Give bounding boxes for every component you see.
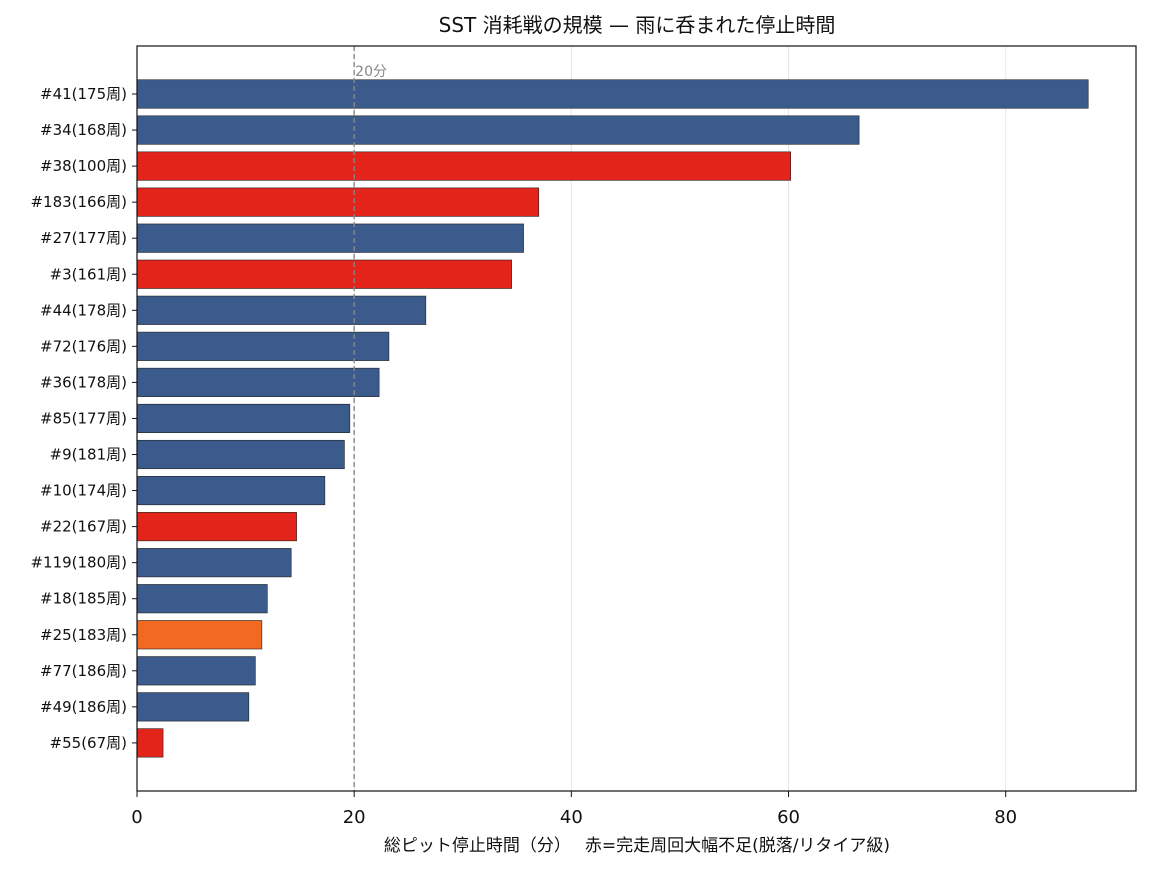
x-axis-label: 総ピット停止時間（分） 赤=完走周回大幅不足(脱落/リタイア級) [384,836,890,856]
bars [136,79,1089,758]
y-tick-label: #41(175周) [40,85,127,103]
y-tick-label: #27(177周) [40,229,127,247]
y-tick-label: #22(167周) [40,518,127,536]
bar [136,475,326,506]
bar [136,331,390,361]
y-tick-label: #119(180周) [30,554,127,572]
bar [136,403,351,434]
bar [136,620,263,650]
bar [136,367,380,397]
y-tick-label: #3(161周) [50,265,127,283]
chart-title: SST 消耗戦の規模 — 雨に呑まれた停止時間 [439,13,836,37]
bar [136,259,512,289]
reference-line-label: 20分 [355,64,387,80]
bar [136,512,297,542]
bar [136,115,860,145]
y-tick-label: #36(178周) [40,373,127,391]
bar [136,656,256,686]
x-tick-label: 60 [777,807,800,828]
y-tick-label: #9(181周) [50,446,127,464]
y-tick-label: #10(174周) [40,482,127,500]
bar [136,548,292,578]
bar [136,692,250,722]
bar [136,79,1089,109]
y-tick-label: #183(166周) [30,193,127,211]
x-tick-label: 0 [131,807,142,828]
x-ticks: 0 20 40 60 80 [131,791,1017,828]
y-tick-label: #38(100周) [40,157,127,175]
y-tick-label: #49(186周) [40,698,127,716]
x-tick-label: 20 [343,807,366,828]
bar [136,439,345,470]
bar [136,223,524,253]
y-tick-label: #72(176周) [40,337,127,355]
x-tick-label: 80 [994,807,1017,828]
reference-line-group: 20分 [353,46,387,791]
y-tick-label: #55(67周) [50,734,127,752]
bar [136,584,268,614]
y-tick-label: #25(183周) [40,626,127,644]
bar [136,295,427,325]
y-tick-label: #34(168周) [40,121,127,139]
y-tick-label: #44(178周) [40,301,127,319]
y-tick-labels: #41(175周) #34(168周) #38(100周) #183(166周) #27… [30,85,137,752]
y-tick-label: #77(186周) [40,662,127,680]
x-tick-label: 40 [560,807,583,828]
bar [136,187,540,217]
y-tick-label: #85(177周) [40,409,127,427]
bar [136,151,791,181]
y-tick-label: #18(185周) [40,590,127,608]
bar [136,728,164,758]
